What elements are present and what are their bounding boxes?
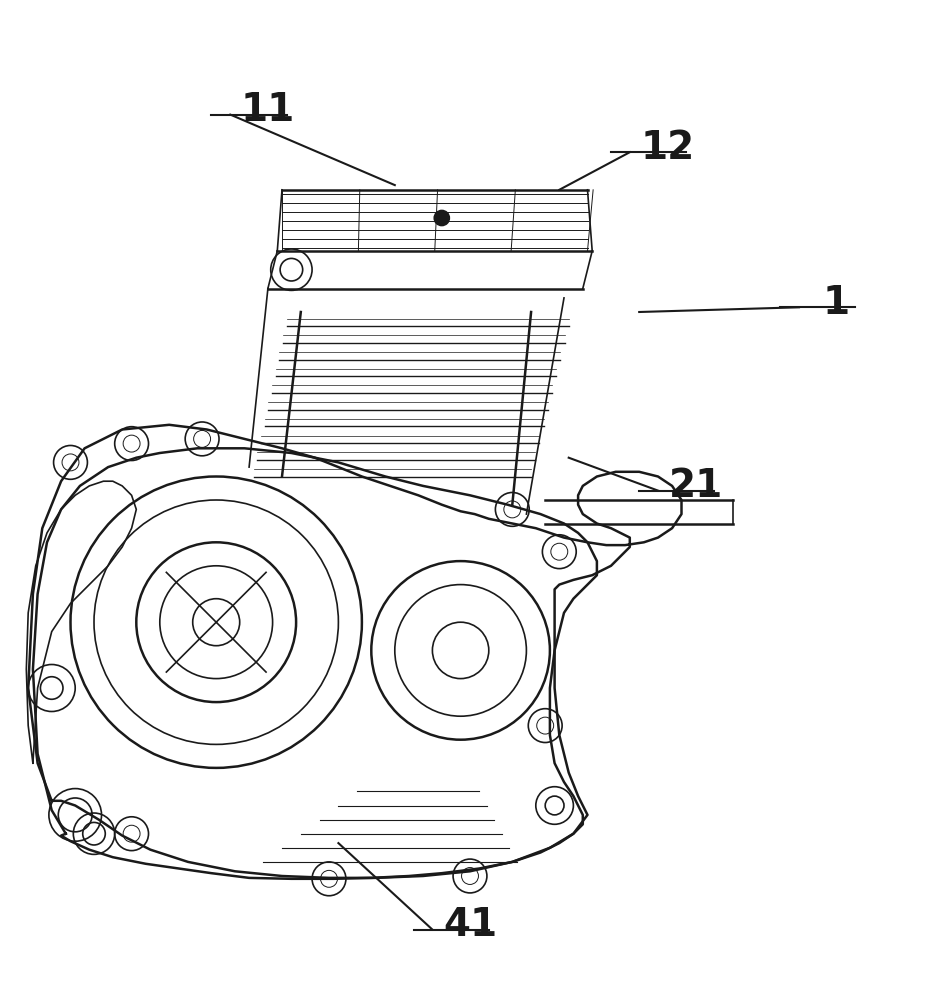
Text: 1: 1 <box>823 284 850 322</box>
Text: 21: 21 <box>668 467 723 505</box>
Text: 41: 41 <box>443 906 497 944</box>
Text: 11: 11 <box>241 91 295 129</box>
Circle shape <box>434 210 449 226</box>
Text: 12: 12 <box>640 129 695 167</box>
